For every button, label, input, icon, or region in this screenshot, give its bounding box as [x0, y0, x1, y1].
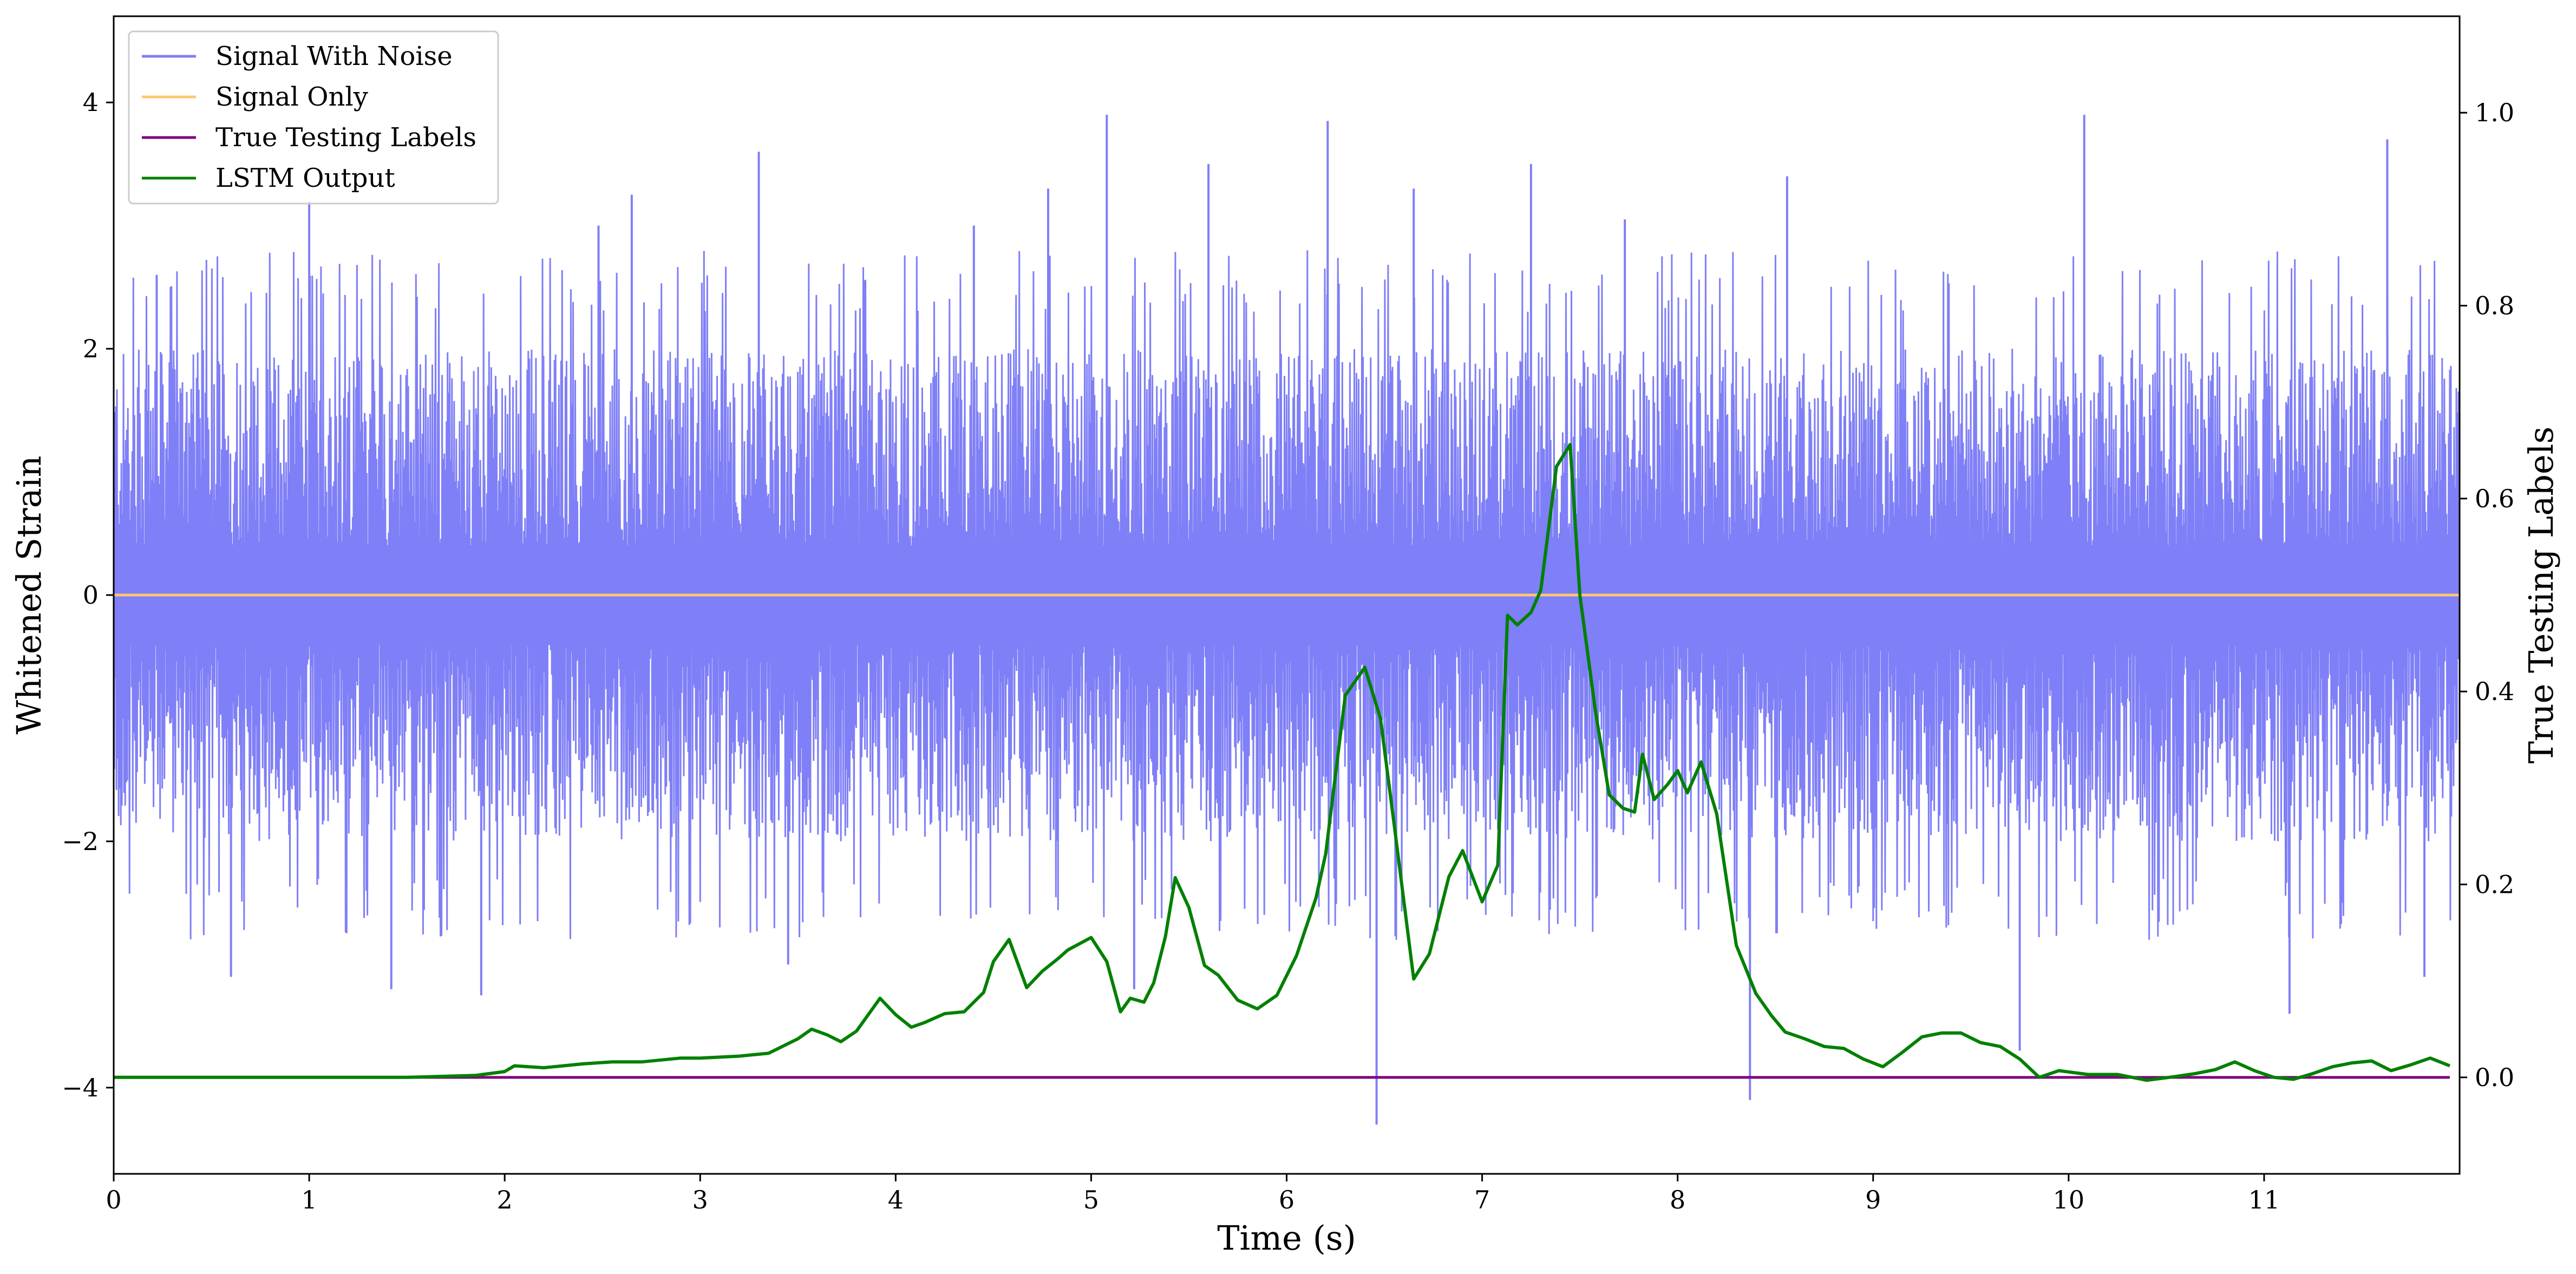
- x-tick-label-4: 4: [888, 1185, 904, 1214]
- legend-label-signal-only: Signal Only: [215, 82, 368, 112]
- y-right-tick-label-0: 0.0: [2475, 1063, 2514, 1092]
- y-right-tick-label-2: 0.4: [2475, 677, 2514, 706]
- series-lstm-output: [114, 443, 2451, 1082]
- legend-label-true-testing-labels: True Testing Labels: [215, 122, 476, 153]
- x-tick-label-11: 11: [2248, 1185, 2280, 1214]
- x-axis: 0 1 2 3 4 5 6 7 8 9 10 11: [106, 1174, 2280, 1214]
- y-left-tick-label-1: −2: [62, 827, 99, 856]
- y-left-tick-label-3: 2: [83, 334, 99, 363]
- x-tick-label-3: 3: [692, 1185, 708, 1214]
- x-tick-label-1: 1: [301, 1185, 317, 1214]
- y-left-tick-label-0: −4: [62, 1073, 99, 1102]
- y-right-tick-label-1: 0.2: [2475, 870, 2514, 899]
- series-signal-with-noise: [114, 250, 2460, 940]
- x-tick-label-0: 0: [106, 1185, 121, 1214]
- y-left-tick-label-2: 0: [83, 580, 99, 610]
- x-tick-label-9: 9: [1865, 1185, 1881, 1214]
- x-tick-label-10: 10: [2053, 1185, 2085, 1214]
- y-left-axis-title: Whitened Strain: [9, 456, 49, 735]
- y-right-tick-label-3: 0.6: [2475, 484, 2514, 513]
- y-right-axis-title: True Testing Labels: [2521, 427, 2561, 764]
- plot-series: [114, 114, 2460, 1125]
- y-right-tick-label-5: 1.0: [2475, 98, 2514, 127]
- plot-area: [114, 114, 2460, 1125]
- y-right-tick-label-4: 0.8: [2475, 291, 2514, 321]
- y-right-axis: 0.0 0.2 0.4 0.6 0.8 1.0: [2460, 98, 2514, 1092]
- x-tick-label-7: 7: [1474, 1185, 1490, 1214]
- legend-label-signal-with-noise: Signal With Noise: [215, 41, 453, 71]
- y-left-tick-label-4: 4: [83, 88, 99, 117]
- legend-box: [128, 30, 499, 205]
- x-tick-label-5: 5: [1083, 1185, 1099, 1214]
- x-tick-label-6: 6: [1279, 1185, 1294, 1214]
- legend-label-lstm-output: LSTM Output: [215, 163, 395, 193]
- legend: Signal With Noise Signal Only True Testi…: [128, 30, 499, 205]
- x-tick-label-8: 8: [1670, 1185, 1685, 1214]
- x-tick-label-2: 2: [497, 1185, 513, 1214]
- y-left-axis: −4 −2 0 2 4: [62, 88, 114, 1102]
- x-axis-title: Time (s): [1217, 1218, 1356, 1258]
